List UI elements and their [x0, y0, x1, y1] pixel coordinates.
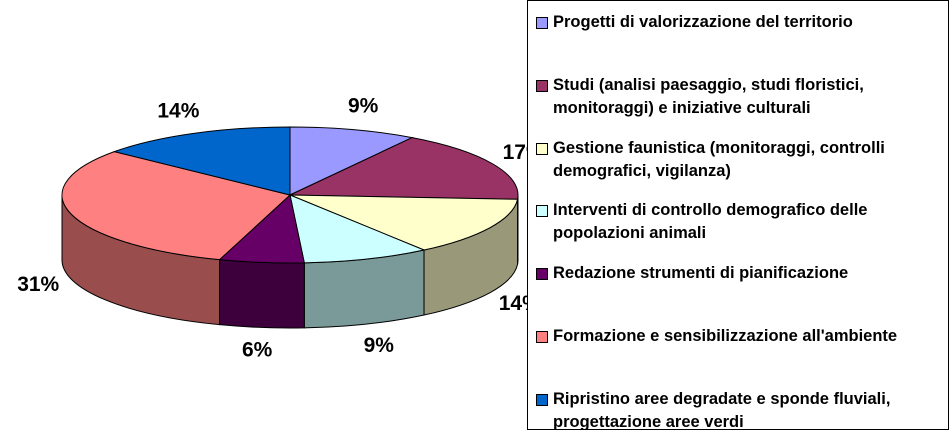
data-label: 14%	[157, 99, 199, 122]
legend-label: Progetti di valorizzazione del territori…	[553, 13, 853, 31]
data-label: 9%	[348, 94, 379, 117]
legend-swatch	[536, 142, 548, 155]
pie-slice	[289, 194, 426, 264]
legend-swatch	[536, 331, 548, 343]
legend-swatch	[536, 268, 548, 281]
legend-label: Redazione strumenti di pianificazione	[553, 264, 849, 283]
legend-item: Gestione faunistica (monitoraggi, contro…	[536, 137, 941, 183]
legend-item: Ripristino aree degradate e sponde fluvi…	[536, 388, 941, 430]
legend-item: Redazione strumenti di pianificazione	[536, 262, 941, 285]
legend-swatch	[536, 393, 548, 406]
legend-label: Gestione faunistica (monitoraggi, contro…	[553, 138, 885, 180]
pie-side	[219, 259, 305, 329]
pie-slice	[112, 126, 291, 196]
pie-area: 9% 17% 14% 9% 6% 31% 14%	[17, 94, 527, 362]
legend-item: Interventi di controllo demografico dell…	[536, 199, 941, 245]
legend-item: Formazione e sensibilizzazione all'ambie…	[536, 325, 941, 348]
pie-slice	[289, 137, 519, 200]
pie-slice	[289, 126, 414, 196]
data-label: 6%	[242, 339, 273, 362]
legend-label: Ripristino aree degradate e sponde fluvi…	[553, 389, 891, 430]
legend-item: Studi (analisi paesaggio, studi floristi…	[536, 74, 941, 120]
legend-label: Studi (analisi paesaggio, studi floristi…	[553, 75, 864, 117]
legend-swatch	[536, 17, 548, 29]
data-label: 31%	[17, 273, 59, 296]
legend-item: Progetti di valorizzazione del territori…	[536, 11, 941, 34]
data-label: 17%	[503, 141, 527, 164]
pie-slice	[61, 151, 292, 261]
legend-swatch	[536, 205, 548, 218]
pie-slice	[289, 194, 519, 251]
legend-label: Formazione e sensibilizzazione all'ambie…	[553, 327, 898, 345]
legend-label: Interventi di controllo demografico dell…	[553, 201, 868, 243]
legend-swatch	[536, 79, 548, 92]
legend: Progetti di valorizzazione del territori…	[527, 0, 949, 430]
data-label: 14%	[499, 292, 527, 315]
data-label: 9%	[364, 334, 395, 357]
